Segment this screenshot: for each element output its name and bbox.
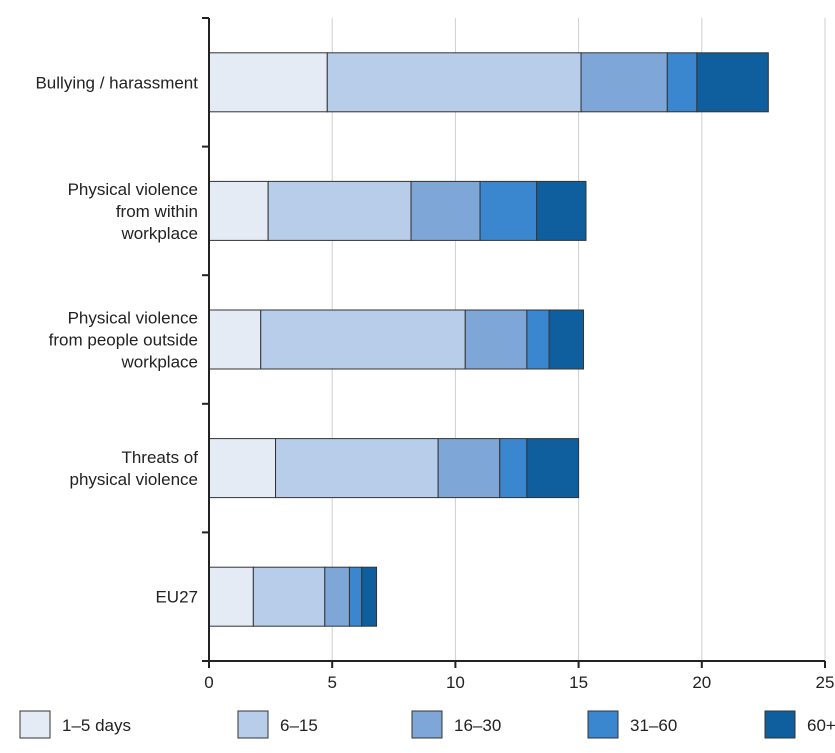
category-label-5-line-1: EU27: [155, 588, 198, 607]
category-label-2-line-2: from within: [116, 202, 198, 221]
bar-segment-1-5: [696, 52, 769, 113]
bar-segment-3-4: [526, 309, 550, 370]
x-tick-label-5: 5: [327, 673, 336, 692]
bar-segment-5-4: [348, 566, 363, 627]
legend-swatch-2: [237, 710, 269, 739]
category-label-3-line-2: from people outside: [49, 331, 198, 350]
category-label-3-line-3: workplace: [120, 353, 198, 372]
bar-segment-1-3: [580, 52, 668, 113]
bar-segment-2-5: [536, 180, 587, 241]
category-labels: Bullying / harassment Physical violence fr…: [35, 73, 198, 606]
bar-segment-3-5: [548, 309, 585, 370]
x-tick-label-15: 15: [569, 673, 588, 692]
bar-segment-4-5: [526, 438, 580, 499]
bar-segment-2-2: [267, 180, 412, 241]
legend-swatch-3: [411, 710, 443, 739]
x-tick-label-10: 10: [446, 673, 465, 692]
bar-segment-2-4: [479, 180, 538, 241]
legend-label-3: 16–30: [454, 716, 501, 735]
legend-label-1: 1–5 days: [62, 716, 131, 735]
category-label-1-line-1: Bullying / harassment: [35, 73, 198, 92]
bar-segment-4-4: [499, 438, 528, 499]
legend-swatch-5: [764, 710, 796, 739]
legend-label-4: 31–60: [630, 716, 677, 735]
bar-segment-1-4: [666, 52, 698, 113]
bar-segment-5-1: [208, 566, 254, 627]
bar-segment-4-3: [437, 438, 501, 499]
bar-segment-4-2: [275, 438, 439, 499]
bar-segment-3-3: [464, 309, 528, 370]
axes: 0 5 10 15 20 25: [202, 17, 835, 692]
bar-segment-2-3: [410, 180, 481, 241]
category-label-3-line-1: Physical violence: [68, 309, 198, 328]
category-label-4-line-2: physical violence: [69, 470, 198, 489]
bar-segment-1-1: [208, 52, 328, 113]
x-tick-label-0: 0: [204, 673, 213, 692]
bar-segment-5-5: [361, 566, 378, 627]
legend-swatch-4: [587, 710, 619, 739]
bar-segment-3-1: [208, 309, 262, 370]
bar-segment-1-2: [326, 52, 582, 113]
category-label-4-line-1: Threats of: [121, 448, 198, 467]
category-label-2-line-3: workplace: [120, 224, 198, 243]
legend-label-5: 60+ days: [807, 716, 835, 735]
bar-segment-4-1: [208, 438, 277, 499]
legend-swatch-1: [19, 710, 51, 739]
legend: 1–5 days 6–15 16–30 31–60 60+ days: [19, 710, 835, 739]
category-label-2-line-1: Physical violence: [68, 180, 198, 199]
legend-label-2: 6–15: [280, 716, 318, 735]
bars: [208, 52, 769, 627]
x-tick-label-20: 20: [692, 673, 711, 692]
bar-segment-2-1: [208, 180, 269, 241]
x-tick-label-25: 25: [816, 673, 835, 692]
bar-segment-5-3: [324, 566, 350, 627]
bar-segment-5-2: [252, 566, 326, 627]
bar-segment-3-2: [260, 309, 466, 370]
